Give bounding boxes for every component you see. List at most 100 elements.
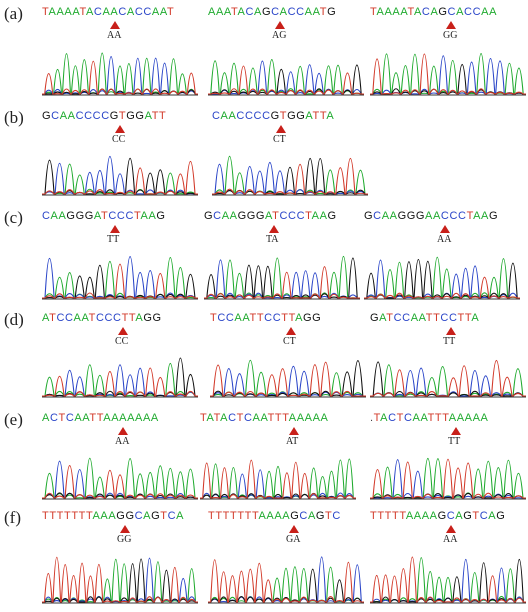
genotype-label: GA xyxy=(286,534,301,545)
base-call: C xyxy=(288,210,297,222)
chromatogram-trace xyxy=(370,53,526,96)
base-call: A xyxy=(144,110,152,122)
base-call: C xyxy=(446,510,456,522)
base-call: G xyxy=(463,510,473,522)
base-call: A xyxy=(237,6,246,18)
trace-line-T xyxy=(370,459,526,499)
base-call: A xyxy=(176,510,185,522)
base-call: A xyxy=(266,510,275,522)
base-sequence: CAAGGGATCCCTAAG xyxy=(42,210,166,226)
base-call: A xyxy=(389,210,398,222)
base-call: G xyxy=(296,110,306,122)
base-call: C xyxy=(373,210,382,222)
base-call: G xyxy=(315,510,326,522)
base-call: C xyxy=(84,110,93,122)
trace-line-A xyxy=(204,256,360,299)
row-label: (a) xyxy=(4,4,23,23)
base-call: T xyxy=(472,510,480,522)
base-call: A xyxy=(420,412,428,424)
trace-line-A xyxy=(208,566,364,603)
base-call: A xyxy=(311,210,320,222)
trace-line-C xyxy=(42,364,198,397)
base-call: A xyxy=(48,6,57,18)
base-call: C xyxy=(440,312,449,324)
trace-line-T xyxy=(42,263,198,299)
chromatogram-panel: TATACTCAATTTAAAAA AT xyxy=(200,412,356,504)
row-label: (b) xyxy=(4,108,24,127)
trace-line-T xyxy=(200,459,356,499)
chromatogram-panel: TTTTTAAAAGCAGTCAG AA xyxy=(370,510,526,608)
base-call: A xyxy=(413,6,422,18)
base-call: A xyxy=(472,412,481,424)
trace-line-T xyxy=(364,276,520,299)
base-call: A xyxy=(82,412,90,424)
base-call: T xyxy=(210,312,218,324)
figure-row: (e) ACTCAATTAAAAAAA AA TATACTCAATTTAAAAA AT.… xyxy=(0,410,528,504)
snp-marker-icon xyxy=(118,427,128,435)
base-call: A xyxy=(312,6,320,18)
trace-line-T xyxy=(42,465,198,499)
base-call: G xyxy=(415,210,426,222)
base-call: T xyxy=(325,510,333,522)
base-call: C xyxy=(56,312,65,324)
base-call: C xyxy=(279,210,289,222)
base-call: C xyxy=(440,210,450,222)
base-call: A xyxy=(471,312,480,324)
base-call: A xyxy=(430,6,439,18)
trace-line-A xyxy=(42,52,198,95)
base-call: A xyxy=(126,6,135,18)
base-call: T xyxy=(319,110,327,122)
figure-row: (c) CAAGGGATCCCTAAG TT GCAAGGGATCCCTAAG TA GC… xyxy=(0,208,528,304)
trace-line-T xyxy=(42,556,198,603)
base-call: A xyxy=(234,312,243,324)
base-call: T xyxy=(281,312,289,324)
base-call: A xyxy=(380,412,389,424)
base-call: A xyxy=(67,110,76,122)
snp-marker-icon xyxy=(440,225,450,233)
base-call: A xyxy=(381,210,390,222)
base-call: A xyxy=(258,510,267,522)
base-call: C xyxy=(49,412,59,424)
base-call: A xyxy=(455,510,464,522)
trace-line-T xyxy=(42,60,198,95)
snp-marker-icon xyxy=(446,21,456,29)
base-call: A xyxy=(102,6,111,18)
base-call: A xyxy=(135,312,144,324)
base-call: C xyxy=(118,6,127,18)
base-sequence: .TACTCAATTTAAAAA xyxy=(370,412,488,428)
base-call: A xyxy=(74,412,83,424)
chromatogram-panel: ATCCAATCCCTTAGG CC xyxy=(42,312,198,402)
trace-line-T xyxy=(370,359,526,397)
base-call: T xyxy=(56,510,64,522)
base-call: A xyxy=(307,510,316,522)
base-call: T xyxy=(288,312,296,324)
snp-marker-icon xyxy=(276,125,286,133)
base-call: A xyxy=(326,110,335,122)
base-call: T xyxy=(425,312,434,324)
base-call: A xyxy=(429,510,438,522)
base-call: C xyxy=(253,110,263,122)
base-call: A xyxy=(159,6,167,18)
base-call: C xyxy=(143,6,152,18)
base-call: A xyxy=(215,6,224,18)
base-call: C xyxy=(113,312,122,324)
base-call: C xyxy=(65,312,74,324)
base-call: A xyxy=(413,510,422,522)
base-call: A xyxy=(85,6,94,18)
base-call: A xyxy=(400,6,408,18)
base-call: T xyxy=(231,6,238,18)
base-call: C xyxy=(134,6,144,18)
base-call: A xyxy=(208,6,216,18)
base-call: A xyxy=(100,510,109,522)
base-call: T xyxy=(63,510,72,522)
base-call: C xyxy=(458,210,467,222)
chromatogram-trace xyxy=(42,156,198,196)
genotype-label: CC xyxy=(115,336,129,347)
figure-row: (f) TTTTTTTAAAGGCAGTCA GG TTTTTTTAAAAGCAGTC… xyxy=(0,508,528,608)
base-call: T xyxy=(160,510,168,522)
base-call: T xyxy=(384,510,392,522)
base-sequence: ACTCAATTAAAAAAA xyxy=(42,412,159,428)
base-call: A xyxy=(473,210,482,222)
base-call: A xyxy=(282,510,291,522)
base-call: G xyxy=(109,110,119,122)
